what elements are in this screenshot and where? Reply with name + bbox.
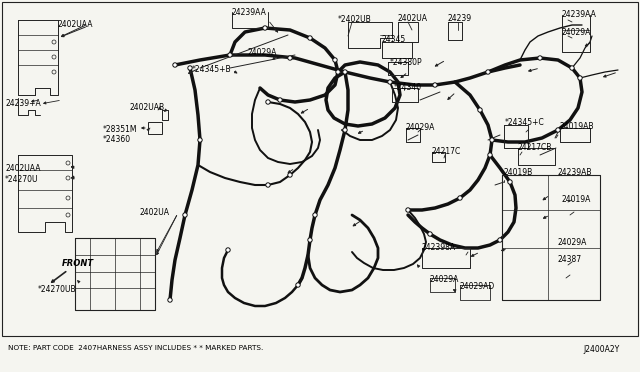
- Text: 24239AA: 24239AA: [562, 10, 597, 19]
- Text: 24239+A: 24239+A: [5, 99, 41, 108]
- Circle shape: [266, 183, 270, 187]
- Text: J2400A2Y: J2400A2Y: [584, 345, 620, 354]
- Text: *24270U: *24270U: [5, 175, 38, 184]
- Circle shape: [173, 63, 177, 67]
- Circle shape: [188, 66, 192, 70]
- Text: *24270UB: *24270UB: [38, 285, 77, 294]
- Circle shape: [343, 128, 347, 132]
- Circle shape: [458, 196, 462, 200]
- Text: 24217C: 24217C: [432, 147, 461, 156]
- Text: 2402UAB: 2402UAB: [130, 103, 165, 112]
- Circle shape: [490, 138, 494, 142]
- Circle shape: [333, 58, 337, 62]
- Text: 24029A: 24029A: [248, 48, 277, 57]
- Circle shape: [308, 238, 312, 242]
- Circle shape: [278, 98, 282, 102]
- Circle shape: [508, 180, 512, 184]
- Text: 24387: 24387: [558, 255, 582, 264]
- Circle shape: [388, 80, 392, 84]
- Text: NOTE: PART CODE  2407HARNESS ASSY INCLUDES * * MARKED PARTS.: NOTE: PART CODE 2407HARNESS ASSY INCLUDE…: [8, 345, 263, 351]
- Text: 24029A: 24029A: [430, 275, 460, 284]
- Text: 24029AD: 24029AD: [460, 282, 495, 291]
- Circle shape: [406, 208, 410, 212]
- Text: 24029A: 24029A: [406, 123, 435, 132]
- Circle shape: [288, 173, 292, 177]
- Text: 24029A: 24029A: [558, 238, 588, 247]
- Text: 24239AB: 24239AB: [558, 168, 593, 177]
- Circle shape: [198, 138, 202, 142]
- Text: 2402UA: 2402UA: [398, 14, 428, 23]
- Text: *28351M: *28351M: [103, 125, 138, 134]
- Text: FRONT: FRONT: [62, 259, 94, 268]
- Circle shape: [428, 232, 432, 236]
- Text: 24019B: 24019B: [504, 168, 533, 177]
- Text: 24239: 24239: [448, 14, 472, 23]
- Circle shape: [570, 66, 574, 70]
- Text: 24029A: 24029A: [562, 28, 591, 37]
- Circle shape: [488, 153, 492, 157]
- Text: *24380P: *24380P: [390, 58, 422, 67]
- Circle shape: [228, 53, 232, 57]
- Text: 242398A: 242398A: [422, 243, 456, 252]
- Text: *24340: *24340: [394, 83, 422, 92]
- Circle shape: [578, 76, 582, 80]
- Circle shape: [183, 213, 188, 217]
- Circle shape: [168, 298, 172, 302]
- Text: 24019AB: 24019AB: [560, 122, 595, 131]
- Circle shape: [296, 283, 300, 287]
- Text: 2402UA: 2402UA: [140, 208, 170, 217]
- Circle shape: [308, 36, 312, 40]
- Circle shape: [313, 213, 317, 217]
- Text: *24345+B: *24345+B: [192, 65, 232, 74]
- Text: *24360: *24360: [103, 135, 131, 144]
- Circle shape: [226, 248, 230, 252]
- Circle shape: [433, 83, 437, 87]
- Text: *24345+C: *24345+C: [505, 118, 545, 127]
- Text: *2402UB: *2402UB: [338, 15, 372, 24]
- Circle shape: [263, 26, 268, 30]
- Circle shape: [498, 238, 502, 242]
- Bar: [148, 122, 162, 134]
- Circle shape: [336, 70, 340, 74]
- Text: 2402UAA: 2402UAA: [57, 20, 93, 29]
- Circle shape: [538, 56, 542, 60]
- Text: 24217CB: 24217CB: [518, 143, 552, 152]
- Circle shape: [266, 100, 270, 104]
- Circle shape: [343, 70, 347, 74]
- Circle shape: [288, 56, 292, 60]
- Text: 24239AA: 24239AA: [232, 8, 267, 17]
- Circle shape: [556, 128, 560, 132]
- Text: 24345: 24345: [382, 35, 406, 44]
- Text: 24019A: 24019A: [562, 195, 591, 204]
- Circle shape: [478, 108, 482, 112]
- Bar: [2, 2, 638, 336]
- Text: 2402UAA: 2402UAA: [5, 164, 40, 173]
- Circle shape: [486, 70, 490, 74]
